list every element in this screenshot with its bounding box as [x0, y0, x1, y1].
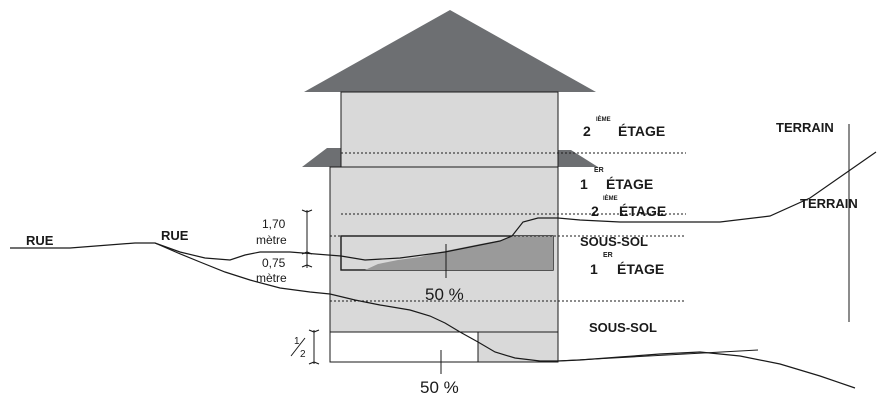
label-upper-floor2-word: ÉTAGE — [618, 123, 665, 139]
label-lower-floor2-sup: IÈME — [603, 194, 618, 202]
upper-basement-buried-portion — [365, 236, 553, 270]
label-dim-170-unit: mètre — [256, 233, 287, 247]
label-lower-floor1-word: ÉTAGE — [617, 261, 664, 277]
label-terrain-top: TERRAIN — [776, 120, 834, 135]
label-lower-floor2-number: 2 — [591, 203, 599, 219]
label-upper-floor2-number: 2 — [583, 123, 591, 139]
dimension-075-bottom-tick — [301, 264, 313, 268]
label-dim-half-numerator: 1 — [294, 336, 300, 347]
eave-left — [302, 148, 341, 167]
label-dim-075-unit: mètre — [256, 271, 287, 285]
label-dim-half-denominator: 2 — [300, 349, 306, 360]
terrain-lower-extension — [557, 349, 759, 362]
label-upper-floor1-number: 1 — [580, 176, 588, 192]
dimension-170-top-tick — [301, 209, 313, 213]
label-pct-upper: 50 % — [425, 285, 464, 304]
label-upper-floor2-sup: IÈME — [596, 115, 611, 123]
terrain-profile-lower — [154, 242, 856, 389]
label-rue-center: RUE — [161, 228, 189, 243]
lower-basement-white — [329, 331, 479, 363]
label-upper-floor1-word: ÉTAGE — [606, 176, 653, 192]
label-lower-floor1-number: 1 — [590, 261, 598, 277]
label-lower-basement: SOUS-SOL — [589, 320, 657, 335]
eave-right — [558, 150, 598, 167]
label-lower-floor1-sup: ER — [603, 252, 613, 259]
label-rue-left: RUE — [26, 233, 54, 248]
label-upper-floor1-sup: ER — [594, 167, 604, 174]
fraction-bar — [290, 337, 306, 357]
label-lower-floor2-word: ÉTAGE — [619, 203, 666, 219]
label-upper-basement: SOUS-SOL — [580, 234, 648, 249]
terrain-profile-upper — [10, 151, 877, 261]
dimension-half-top-tick — [308, 329, 320, 333]
upper-storey-wall — [340, 91, 559, 168]
label-pct-lower: 50 % — [420, 378, 459, 397]
label-dim-075-value: 0,75 — [262, 256, 286, 270]
label-dim-170-value: 1,70 — [262, 217, 286, 231]
roof — [304, 10, 596, 92]
label-terrain-right: TERRAIN — [800, 196, 858, 211]
dimension-half-bottom-tick — [308, 361, 320, 365]
dimension-170-bottom-tick — [301, 251, 313, 255]
